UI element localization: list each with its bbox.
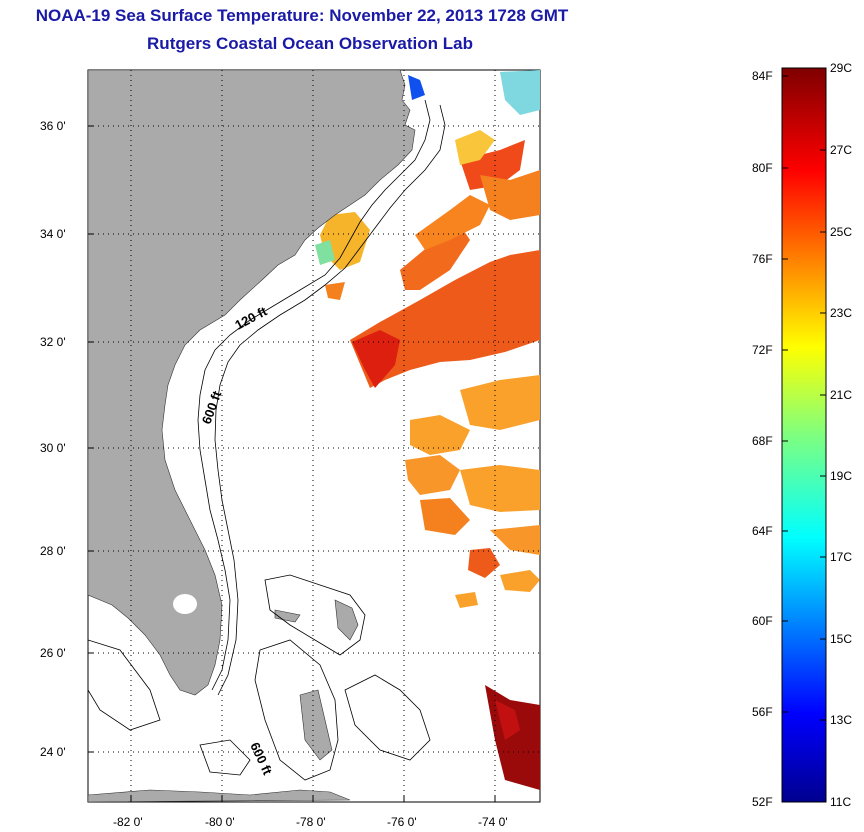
colorbar-c-label: 15C (830, 632, 852, 646)
land-bahamas-abaco (334, 599, 359, 641)
colorbar-f-label: 64F (752, 524, 773, 538)
map-title: NOAA-19 Sea Surface Temperature: Novembe… (35, 6, 569, 25)
colorbar-c-label: 11C (830, 795, 851, 809)
map-content: 120 ft 600 ft 600 ft (88, 70, 540, 802)
colorbar-c-label: 19C (830, 469, 852, 483)
lon-label: -78 0' (296, 815, 326, 829)
land-cuba (88, 789, 351, 802)
colorbar-f-label: 56F (752, 705, 773, 719)
lon-label: -74 0' (478, 815, 508, 829)
colorbar-f-label: 52F (752, 795, 773, 809)
colorbar-c-label: 21C (830, 388, 852, 402)
lon-label: -80 0' (205, 815, 235, 829)
colorbar-f-label: 60F (752, 614, 773, 628)
grid-lines (88, 70, 540, 802)
land-us-coast (88, 70, 416, 696)
lat-label: 32 0' (40, 335, 66, 349)
lon-label: -82 0' (113, 815, 143, 829)
colorbar-f-label: 72F (752, 343, 773, 357)
lat-label: 26 0' (40, 646, 66, 660)
latitude-labels: 36 0' 34 0' 32 0' 30 0' 28 0' 26 0' 24 0… (40, 119, 66, 759)
colorbar-c-label: 25C (830, 225, 852, 239)
longitude-labels: -82 0' -80 0' -78 0' -76 0' -74 0' (113, 815, 508, 829)
colorbar-c-label: 17C (830, 550, 852, 564)
map-subtitle: Rutgers Coastal Ocean Observation Lab (147, 34, 473, 53)
colorbar-c-label: 13C (830, 713, 852, 727)
colorbar-gradient (781, 67, 827, 803)
colorbar-c-label: 23C (830, 306, 852, 320)
colorbar-f-label: 84F (752, 69, 773, 83)
land-bahamas-andros (299, 689, 333, 761)
lat-label: 24 0' (40, 745, 66, 759)
colorbar-f-label: 76F (752, 252, 773, 266)
lat-label: 34 0' (40, 227, 66, 241)
sst-patches (315, 70, 540, 790)
lat-label: 28 0' (40, 544, 66, 558)
colorbar-c-label: 27C (830, 143, 852, 157)
lat-label: 36 0' (40, 119, 66, 133)
colorbar: 84F 80F 76F 72F 68F 64F 60F 56F 52F 29C … (752, 61, 852, 809)
colorbar-f-label: 80F (752, 161, 773, 175)
lat-label: 30 0' (40, 441, 66, 455)
colorbar-c-label: 29C (830, 61, 852, 75)
colorbar-f-label: 68F (752, 434, 773, 448)
lon-label: -76 0' (387, 815, 417, 829)
